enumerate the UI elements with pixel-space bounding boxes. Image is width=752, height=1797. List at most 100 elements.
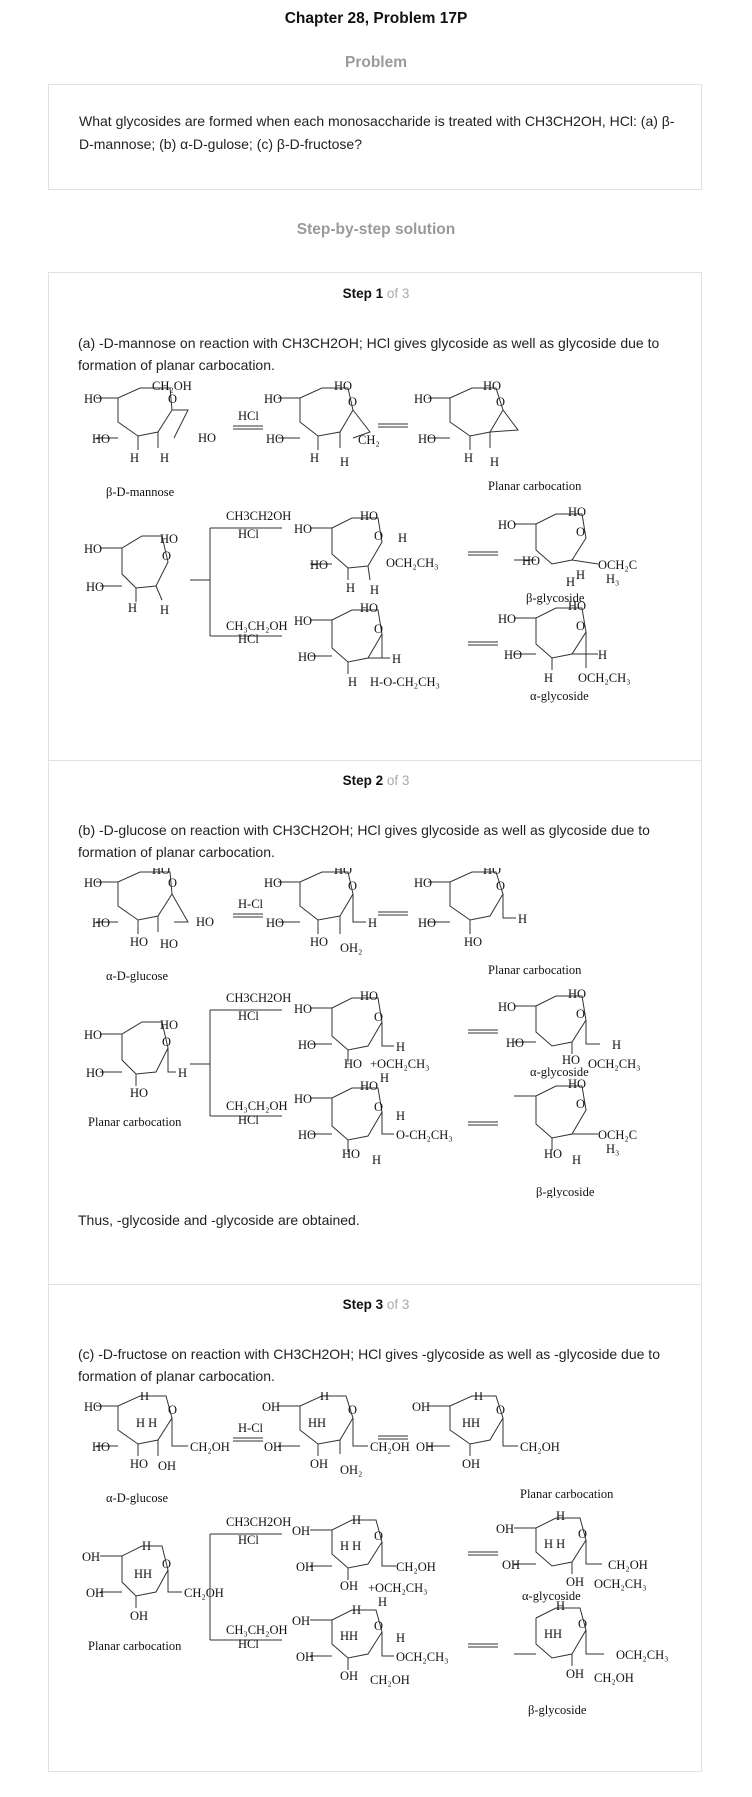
- svg-text:OH: OH: [296, 1650, 314, 1664]
- svg-text:HO: HO: [498, 612, 516, 626]
- caption-beta-glycoside: β-glycoside: [536, 1185, 595, 1198]
- svg-text:H: H: [490, 455, 499, 469]
- caption-planar-carbocation: Planar carbocation: [488, 963, 582, 977]
- step-count: of 3: [386, 286, 410, 301]
- svg-text:HO: HO: [84, 542, 102, 556]
- svg-text:O: O: [374, 1010, 383, 1024]
- svg-text:HO: HO: [84, 1028, 102, 1042]
- svg-text:H: H: [566, 575, 575, 589]
- svg-text:O: O: [348, 879, 357, 893]
- svg-text:HO: HO: [86, 580, 104, 594]
- svg-text:CH₂OH: CH₂OH: [608, 1558, 648, 1572]
- svg-text:CH₂OH: CH₂OH: [396, 1560, 436, 1574]
- reagent-ethanol: CH3CH2OH: [226, 1515, 291, 1529]
- svg-text:HO: HO: [498, 1000, 516, 1014]
- step-label: Step 2: [342, 773, 384, 788]
- svg-text:CH₂OH: CH₂OH: [370, 1440, 410, 1454]
- svg-text:O: O: [348, 1403, 357, 1417]
- svg-text:OH: OH: [462, 1457, 480, 1471]
- svg-text:HO: HO: [84, 876, 102, 890]
- svg-text:HO: HO: [152, 868, 170, 877]
- svg-text:H: H: [598, 648, 607, 662]
- svg-text:OH: OH: [340, 1669, 358, 1683]
- svg-text:HO: HO: [506, 1036, 524, 1050]
- step-1-heading: Step 1 of 3: [0, 286, 752, 301]
- caption-planar-carbocation-2: Planar carbocation: [88, 1639, 182, 1653]
- svg-text:H: H: [518, 912, 527, 926]
- svg-text:HO: HO: [504, 648, 522, 662]
- svg-text:H: H: [130, 451, 139, 465]
- svg-text:HO: HO: [160, 532, 178, 546]
- svg-text:H: H: [368, 916, 377, 930]
- svg-text:H: H: [396, 1631, 405, 1645]
- svg-text:HO: HO: [568, 987, 586, 1001]
- oxonium-alpha: HO HO O HO H H H-O-CH₂CH₃: [294, 601, 440, 689]
- svg-text:O: O: [578, 1617, 587, 1631]
- svg-text:HO: HO: [298, 650, 316, 664]
- svg-text:O: O: [168, 876, 177, 890]
- caption-planar-carbocation-2: Planar carbocation: [88, 1115, 182, 1129]
- step-label: Step 3: [342, 1297, 384, 1312]
- svg-text:HO: HO: [418, 916, 436, 930]
- step-label: Step 1: [342, 286, 384, 301]
- problem-heading: Problem: [344, 54, 407, 71]
- svg-text:HO: HO: [196, 915, 214, 929]
- svg-text:CH₂OH: CH₂OH: [152, 380, 192, 393]
- step-count: of 3: [386, 1297, 410, 1312]
- beta-glycoside-2: HO O OCH₂CH₃ HO H: [514, 1077, 637, 1167]
- caption-beta-glycoside: β-glycoside: [526, 591, 585, 605]
- svg-text:H H: H H: [136, 1416, 157, 1430]
- beta-glycoside-3: HO HH OCH₂CH₃ OH CH₂OH: [514, 1599, 668, 1685]
- svg-text:O: O: [168, 392, 177, 406]
- reagent-ethanol: CH3CH2OH: [226, 991, 291, 1005]
- svg-text:CH₂OH: CH₂OH: [370, 1673, 410, 1687]
- svg-text:HO: HO: [418, 432, 436, 446]
- svg-text:OCH₂C: OCH₂C: [598, 1128, 637, 1142]
- svg-text:H: H: [396, 1040, 405, 1054]
- caption-alpha-glycoside: α-glycoside: [530, 1065, 589, 1079]
- svg-text:HO: HO: [160, 937, 178, 951]
- svg-text:HO: HO: [266, 432, 284, 446]
- caption-planar-carbocation: Planar carbocation: [520, 1487, 614, 1501]
- step-1-text: (a) -D-mannose on reaction with CH3CH2OH…: [78, 335, 660, 373]
- svg-text:HO: HO: [342, 1147, 360, 1161]
- alpha-glycoside-2: HO HO O HO H HO OCH₂CH₃: [498, 987, 640, 1071]
- svg-text:HH: HH: [134, 1567, 152, 1581]
- problem-box: What glycosides are formed when each mon…: [48, 84, 702, 190]
- step-2-text: (b) -D-glucose on reaction with CH3CH2OH…: [78, 822, 650, 860]
- svg-text:OCH₂CH₃: OCH₂CH₃: [616, 1648, 668, 1662]
- svg-text:OH: OH: [130, 1609, 148, 1623]
- oxonium-beta: HO HO O HO H OCH₂CH₃ H H: [294, 509, 438, 597]
- svg-text:HO: HO: [266, 916, 284, 930]
- step-divider: [48, 760, 702, 761]
- svg-text:OH: OH: [566, 1575, 584, 1589]
- svg-text:CH₂OH: CH₂OH: [594, 1671, 634, 1685]
- svg-text:OH: OH: [292, 1524, 310, 1538]
- svg-text:H: H: [370, 583, 379, 597]
- svg-text:H: H: [178, 1066, 187, 1080]
- svg-text:CH₃CH₂OH: CH₃CH₂OH: [226, 619, 288, 633]
- svg-text:O: O: [576, 1097, 585, 1111]
- svg-text:H: H: [128, 601, 137, 615]
- svg-text:O: O: [162, 1557, 171, 1571]
- svg-text:OH: OH: [262, 1400, 280, 1414]
- svg-text:H: H: [396, 1109, 405, 1123]
- svg-text:CH₂: CH₂: [358, 433, 380, 447]
- cation-structure-4: HO HO O HO H HO: [414, 868, 527, 949]
- svg-text:+OCH₂CH₃: +OCH₂CH₃: [368, 1581, 428, 1595]
- svg-text:H H: H H: [340, 1539, 361, 1553]
- svg-text:O: O: [578, 1527, 587, 1541]
- step-2-heading: Step 2 of 3: [0, 773, 752, 788]
- svg-text:H: H: [352, 1603, 361, 1617]
- svg-text:H: H: [576, 568, 585, 582]
- svg-text:H: H: [572, 1153, 581, 1167]
- beta-glycoside: HO HO O HO H OCH₂CH₃ H: [498, 505, 637, 589]
